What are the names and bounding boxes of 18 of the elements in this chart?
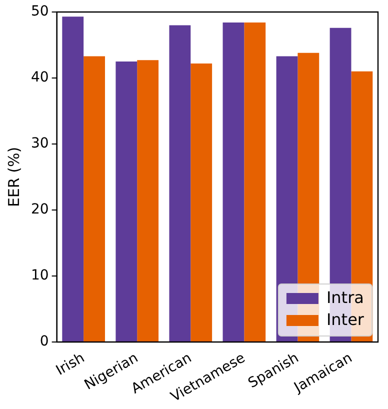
bar xyxy=(62,16,84,342)
bar xyxy=(137,60,159,342)
bar xyxy=(222,22,244,342)
legend-label: Inter xyxy=(326,310,364,330)
x-tick-label: Irish xyxy=(53,350,88,379)
bar xyxy=(190,63,212,342)
bar xyxy=(116,62,138,342)
legend-label: Intra xyxy=(326,288,364,308)
bar xyxy=(169,25,191,342)
y-axis-title: EER (%) xyxy=(4,146,23,208)
y-tick-label: 50 xyxy=(30,4,49,20)
y-tick-label: 30 xyxy=(30,136,49,152)
y-tick-label: 10 xyxy=(30,268,49,284)
y-tick-label: 20 xyxy=(30,202,49,218)
bar xyxy=(84,56,105,342)
y-tick-label: 40 xyxy=(30,70,49,86)
bar xyxy=(244,22,266,342)
y-tick-label: 0 xyxy=(40,334,49,350)
